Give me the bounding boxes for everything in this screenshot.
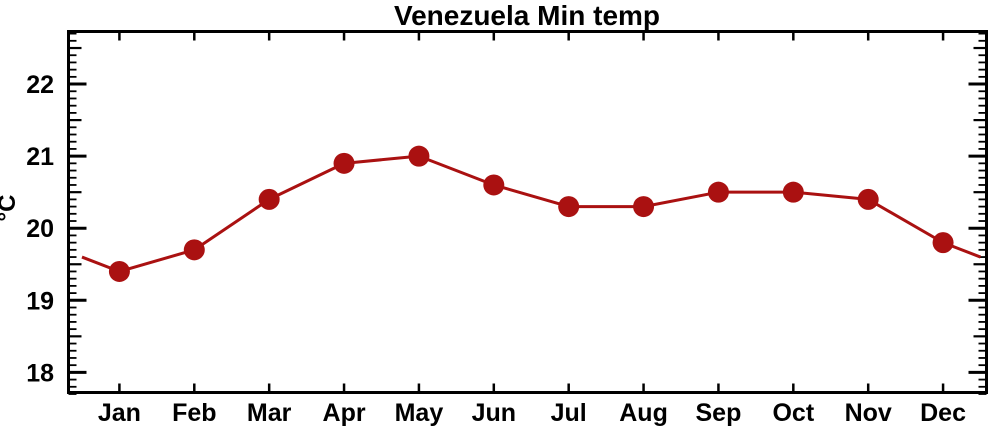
x-tick-label: Nov	[845, 399, 892, 427]
y-tick-label: 19	[26, 287, 54, 315]
data-point-feb	[183, 239, 205, 261]
x-tick-labels: Jan Feb Mar Apr May Jun Jul Aug Sep Oct Nov Dec	[98, 399, 966, 427]
x-tick-label: Mar	[247, 399, 292, 427]
y-axis-label: °C	[0, 195, 21, 222]
plot-border	[67, 30, 988, 394]
y-tick-label: 20	[26, 215, 54, 243]
chart-title: Venezuela Min temp	[394, 0, 660, 31]
trend-line	[81, 154, 982, 273]
x-tick-label: Sep	[696, 399, 742, 427]
data-series	[81, 145, 982, 282]
y-tick-label: 22	[26, 71, 54, 99]
data-point-sep	[707, 181, 729, 203]
y-tick-label: 21	[26, 143, 54, 171]
x-tick-label: Aug	[619, 399, 668, 427]
y-tick-label: 18	[26, 359, 54, 387]
x-tick-label: Oct	[772, 399, 814, 427]
x-tick-label: Jun	[472, 399, 516, 427]
x-tick-label: May	[395, 399, 444, 427]
data-point-apr	[333, 152, 355, 174]
data-point-jul	[558, 196, 580, 218]
x-tick-label: Dec	[920, 399, 966, 427]
data-point-jun	[483, 174, 505, 196]
data-point-oct	[782, 181, 804, 203]
x-tick-label: Jan	[98, 399, 141, 427]
data-point-jan	[108, 260, 130, 282]
axis-ticks	[68, 31, 987, 395]
x-tick-label: Jul	[551, 399, 587, 427]
data-point-nov	[857, 188, 879, 210]
data-point-aug	[633, 196, 655, 218]
y-tick-labels: 18 19 20 21 22	[26, 71, 54, 387]
data-point-dec	[932, 232, 954, 254]
x-tick-label: Feb	[172, 399, 216, 427]
x-tick-label: Apr	[323, 399, 366, 427]
data-point-mar	[258, 188, 280, 210]
data-point-may	[408, 145, 430, 167]
